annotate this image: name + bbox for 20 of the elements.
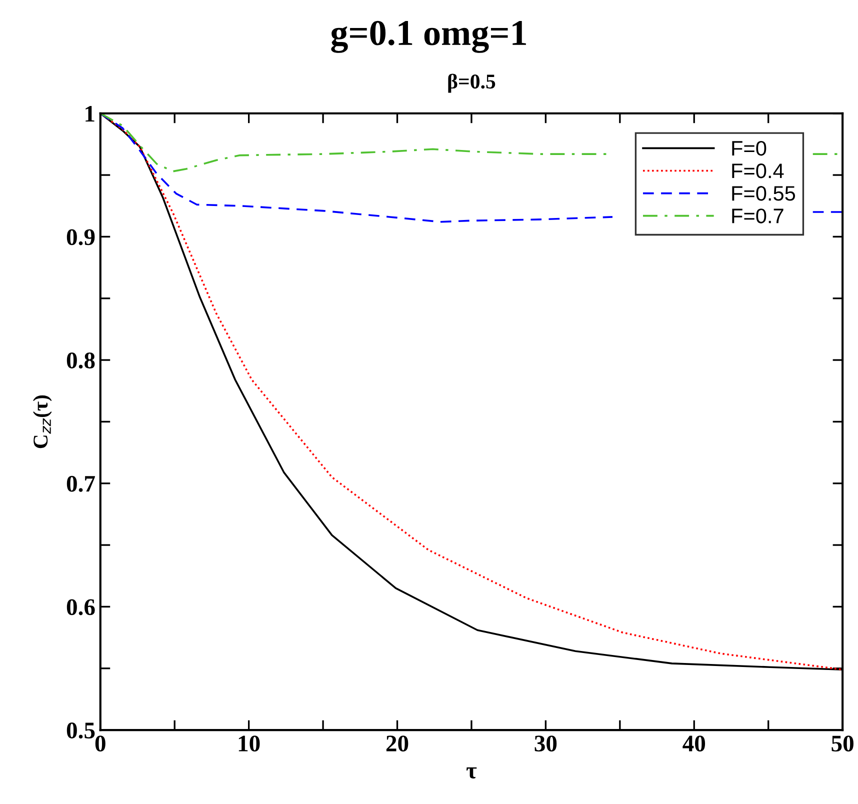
x-tick-label: 50 <box>832 736 854 752</box>
chart-subtitle: β=0.5 <box>448 74 496 93</box>
y-axis-title: C$_{zz}$(τ) <box>32 395 52 448</box>
y-tick-label: 0.9 <box>66 229 95 246</box>
legend-label: F=0 <box>732 140 766 156</box>
x-tick-label: 10 <box>238 736 260 752</box>
x-axis-title: τ <box>466 767 477 778</box>
y-tick-label: 0.5 <box>66 722 95 739</box>
legend-label: F=0.4 <box>732 163 784 178</box>
y-tick-label: 0.8 <box>66 352 95 369</box>
chart-title: g=0.1 omg=1 <box>331 20 526 53</box>
x-tick-label: 40 <box>682 736 706 752</box>
x-tick-label: 20 <box>386 736 408 752</box>
x-tick-label: 30 <box>534 736 557 752</box>
x-tick-label: 0 <box>95 736 106 752</box>
y-tick-label: 0.6 <box>66 599 95 616</box>
y-tick-label: 1 <box>86 106 94 122</box>
y-tick-label: 0.7 <box>66 476 95 492</box>
legend-label: F=0.7 <box>732 208 784 224</box>
legend-label: F=0.55 <box>732 186 796 201</box>
